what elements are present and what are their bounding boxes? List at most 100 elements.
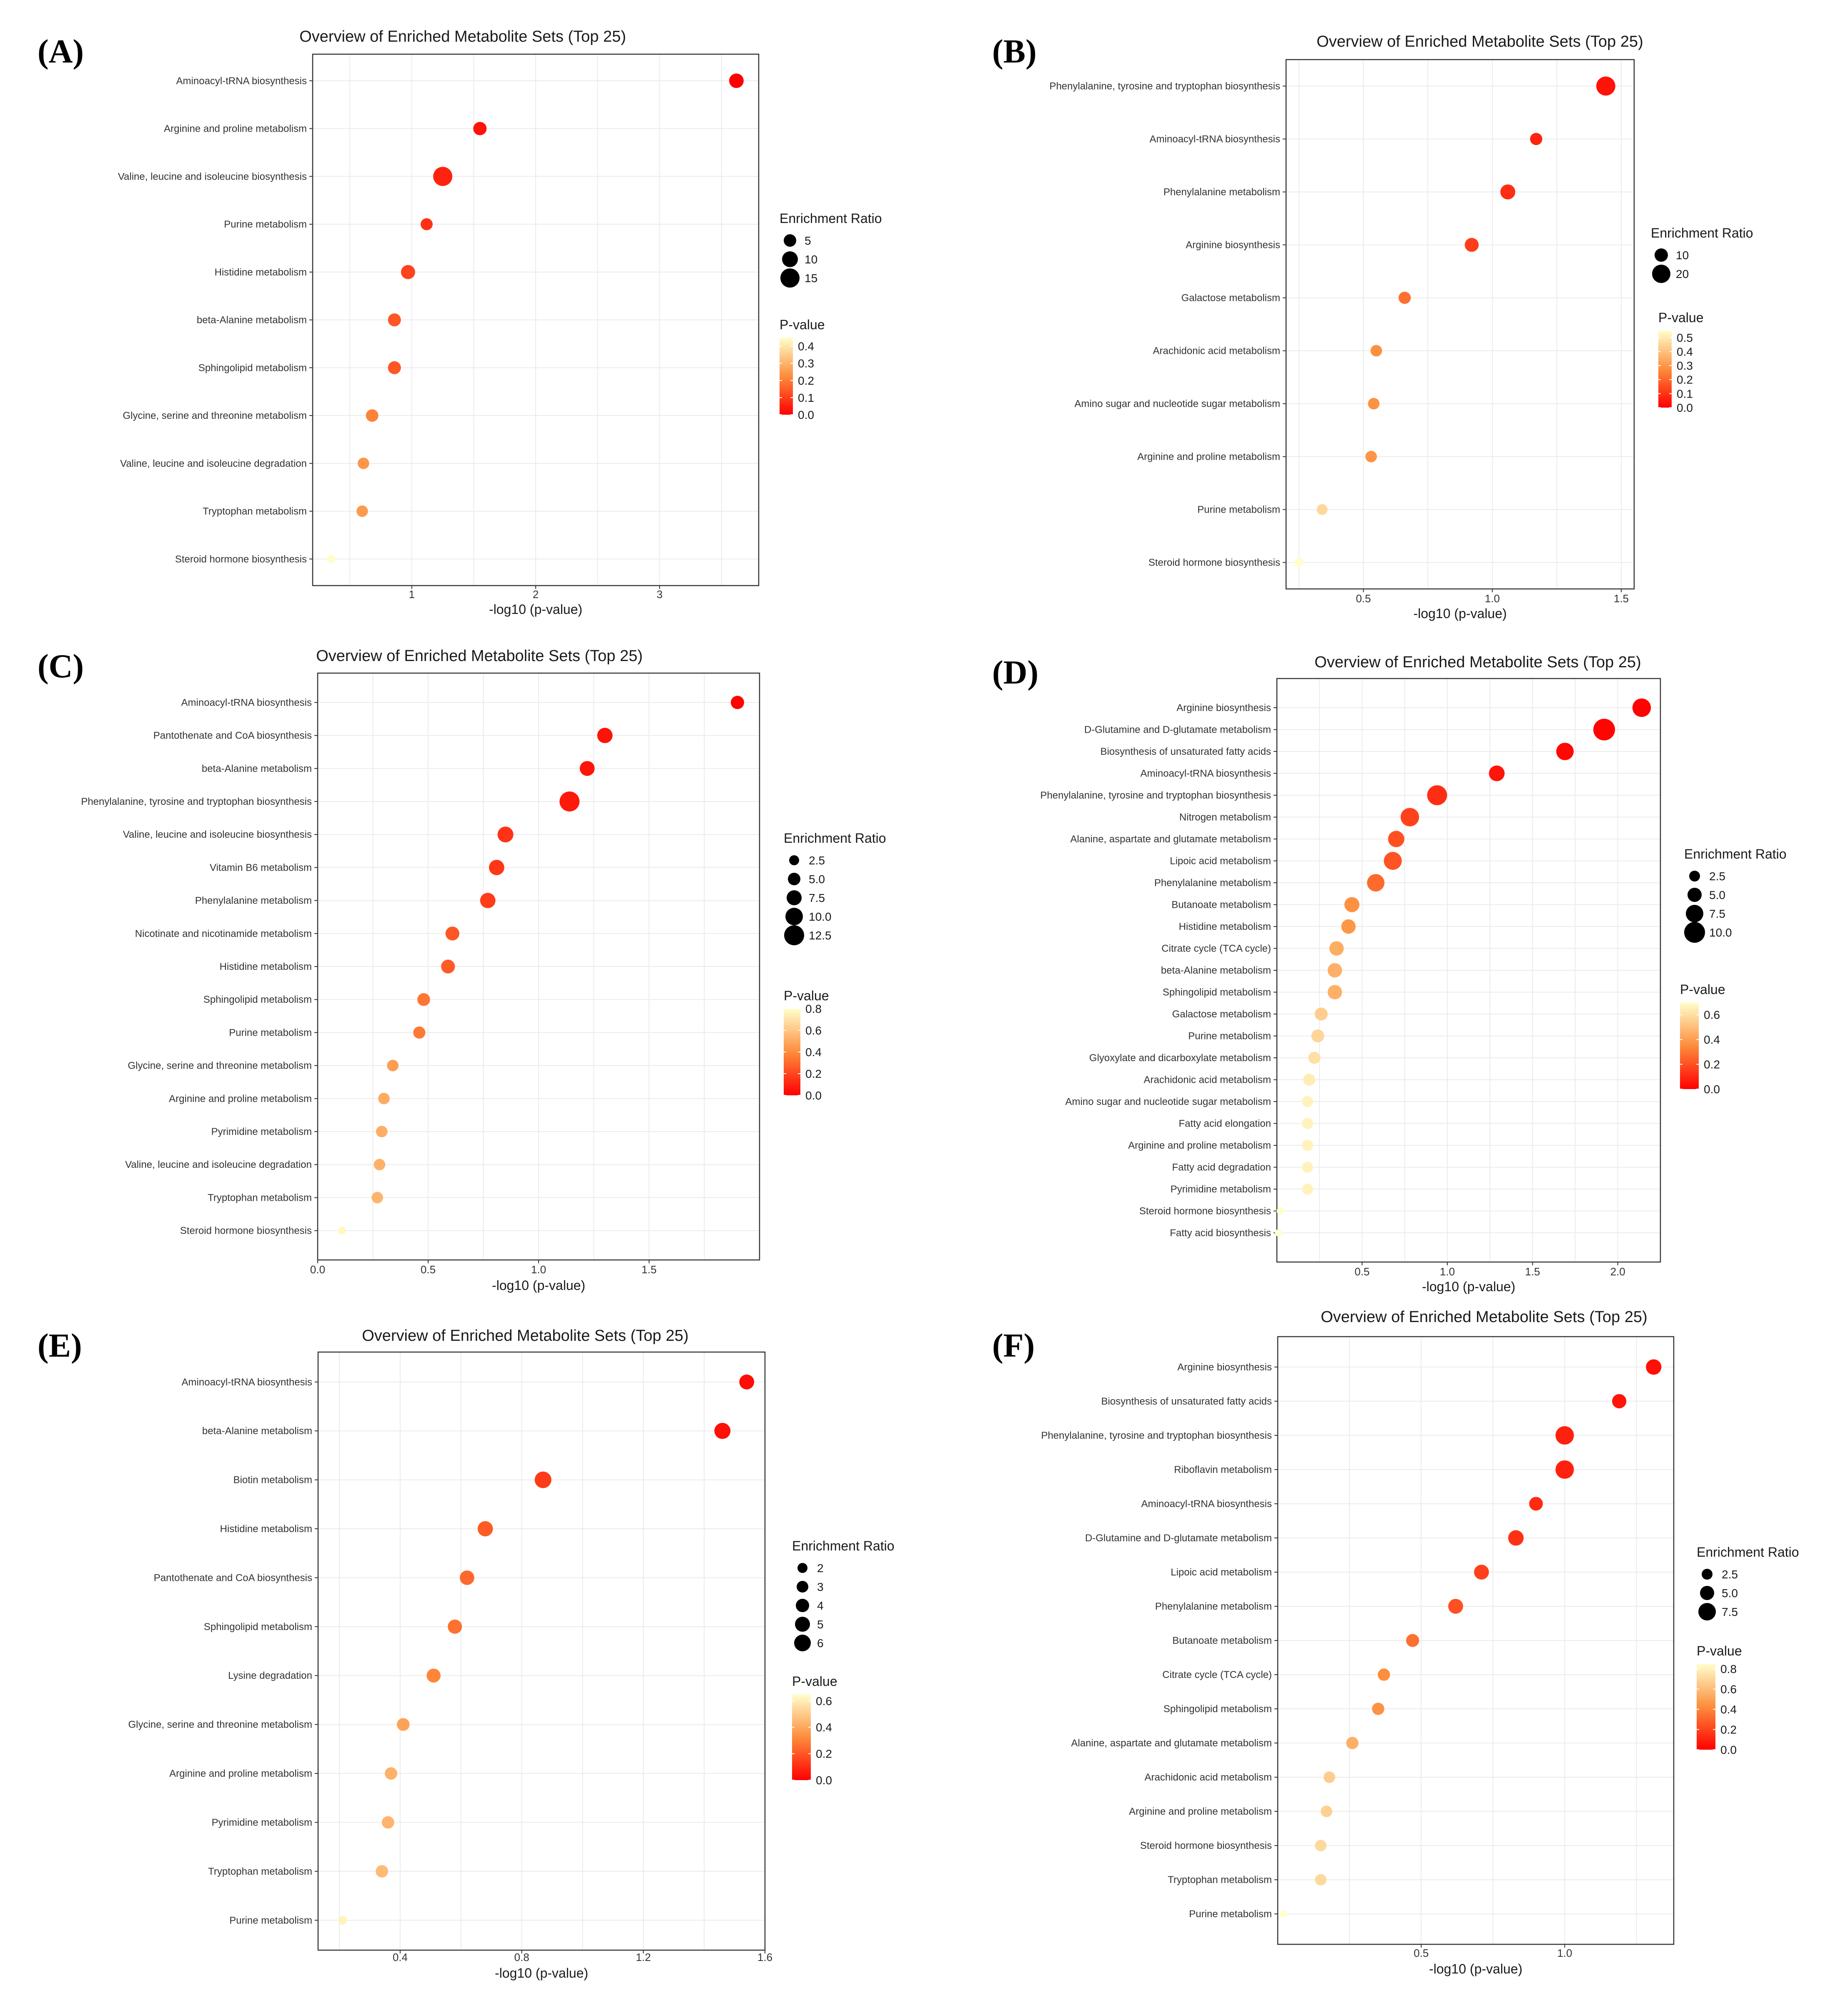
data-point [381, 1816, 394, 1829]
data-point [327, 555, 336, 563]
size-legend-label: 7.5 [809, 892, 825, 904]
y-tick-label: Histidine metabolism [215, 267, 307, 278]
size-legend-label: 20 [1676, 268, 1689, 280]
y-tick-label: Alanine, aspartate and glutamate metabol… [1071, 1738, 1272, 1749]
data-point [1372, 1703, 1384, 1715]
x-tick-label: 1.0 [1440, 1265, 1455, 1278]
pvalue-legend-title: P-value [1658, 310, 1704, 325]
data-point [1500, 184, 1515, 200]
data-point [1612, 1394, 1627, 1409]
y-tick-label: Steroid hormone biosynthesis [1140, 1840, 1272, 1851]
size-legend: Enrichment Ratio 2.5 5.0 7.5 [1697, 1545, 1799, 1620]
plot-background [318, 1352, 765, 1950]
colorbar-label: 0.6 [816, 1695, 832, 1708]
chart-title: Overview of Enriched Metabolite Sets (To… [1316, 33, 1643, 50]
y-tick-label: Sphingolipid metabolism [1163, 1703, 1272, 1715]
y-tick-label: Butanoate metabolism [1171, 899, 1271, 911]
data-point [1311, 1029, 1324, 1043]
colorbar-label: 0.0 [1720, 1743, 1737, 1756]
data-point [1400, 808, 1419, 826]
data-point [1344, 897, 1359, 912]
data-point [338, 1226, 346, 1235]
size-legend: Enrichment Ratio 2 3 4 5 6 [792, 1538, 894, 1651]
pvalue-legend: P-value 0.4 0.3 0.2 0.1 0.0 [780, 317, 825, 421]
y-tick-label: Glyoxylate and dicarboxylate metabolism [1089, 1052, 1271, 1064]
size-legend-dot [1686, 905, 1703, 922]
colorbar-label: 0.2 [1720, 1723, 1737, 1736]
data-point [356, 505, 368, 517]
size-legend-label: 5.0 [809, 873, 825, 886]
y-tick-label: Nicotinate and nicotinamide metabolism [135, 928, 312, 939]
data-point [1555, 1460, 1574, 1479]
y-tick-label: Steroid hormone biosynthesis [1148, 557, 1280, 568]
chart-title: Overview of Enriched Metabolite Sets (To… [299, 28, 626, 45]
size-legend-dot [780, 268, 800, 288]
size-legend-label: 7.5 [1709, 907, 1725, 920]
data-point [1327, 963, 1342, 978]
size-legend-label: 10.0 [1709, 926, 1732, 939]
size-legend-label: 7.5 [1722, 1605, 1738, 1618]
size-legend-dot [797, 1563, 807, 1573]
data-point [459, 1570, 474, 1585]
data-point [1276, 1207, 1284, 1215]
size-legend-dot [1655, 248, 1668, 262]
data-point [1596, 76, 1615, 96]
data-point [401, 265, 415, 279]
size-legend-label: 5 [817, 1618, 824, 1631]
size-legend-dot [788, 873, 800, 885]
size-legend-label: 2.5 [809, 854, 825, 867]
x-tick-label: 1.0 [1485, 592, 1500, 605]
data-point [1367, 874, 1385, 892]
y-tick-label: Arginine biosynthesis [1186, 240, 1280, 251]
size-legend-label: 3 [817, 1580, 824, 1593]
data-point [1474, 1565, 1489, 1580]
colorbar-label: 0.4 [1677, 345, 1693, 358]
pvalue-colorbar [1680, 1002, 1699, 1089]
y-tick-label: Pantothenate and CoA biosynthesis [153, 730, 312, 741]
data-point [1489, 765, 1505, 781]
colorbar-label: 0.0 [1677, 401, 1693, 414]
y-tick-label: Steroid hormone biosynthesis [1139, 1206, 1271, 1217]
size-legend: Enrichment Ratio 10 20 [1651, 225, 1753, 283]
y-tick-label: Arginine biosynthesis [1176, 702, 1271, 714]
size-legend-title: Enrichment Ratio [1697, 1545, 1799, 1560]
y-tick-label: Nitrogen metabolism [1179, 812, 1271, 823]
x-tick-label: 3 [657, 588, 662, 601]
panel-letter: (A) [38, 33, 84, 70]
size-legend-dot [1652, 265, 1670, 283]
data-point [378, 1093, 390, 1104]
size-legend-title: Enrichment Ratio [784, 831, 886, 846]
y-tick-label: Tryptophan metabolism [203, 506, 307, 517]
data-point [388, 313, 401, 327]
data-point [1302, 1118, 1313, 1129]
x-tick-label: 0.0 [310, 1263, 325, 1276]
colorbar-label: 0.0 [816, 1774, 832, 1787]
x-tick-label: 0.4 [393, 1951, 408, 1963]
data-point [387, 1059, 399, 1072]
x-tick-label: 0.5 [1356, 592, 1371, 605]
y-tick-label: Arachidonic acid metabolism [1153, 346, 1280, 357]
pvalue-colorbar [784, 1009, 800, 1095]
colorbar-label: 0.2 [798, 374, 814, 387]
x-tick-label: 0.5 [1414, 1947, 1429, 1959]
pvalue-colorbar [1697, 1664, 1715, 1750]
y-tick-label: Arginine and proline metabolism [169, 1093, 312, 1104]
y-tick-label: Biosynthesis of unsaturated fatty acids [1101, 1396, 1272, 1407]
size-legend: Enrichment Ratio 5 10 15 [780, 211, 882, 288]
data-point [1302, 1139, 1313, 1151]
y-tick-label: Lysine degradation [228, 1670, 312, 1681]
data-point [1308, 1052, 1321, 1064]
y-tick-label: Vitamin B6 metabolism [210, 862, 312, 873]
size-legend-dot [1698, 1603, 1716, 1620]
x-axis-title: -log10 (p-value) [1413, 606, 1507, 621]
data-point [1275, 1229, 1282, 1237]
pvalue-colorbar [1658, 331, 1672, 408]
data-point [1315, 1874, 1327, 1886]
data-point [534, 1471, 552, 1488]
size-legend-label: 5.0 [1709, 889, 1725, 902]
pvalue-legend-title: P-value [792, 1674, 837, 1689]
y-tick-label: Arachidonic acid metabolism [1145, 1772, 1272, 1783]
y-tick-label: Purine metabolism [229, 1027, 312, 1038]
chart-title: Overview of Enriched Metabolite Sets (To… [1314, 654, 1641, 671]
size-legend-dot [1684, 922, 1705, 943]
